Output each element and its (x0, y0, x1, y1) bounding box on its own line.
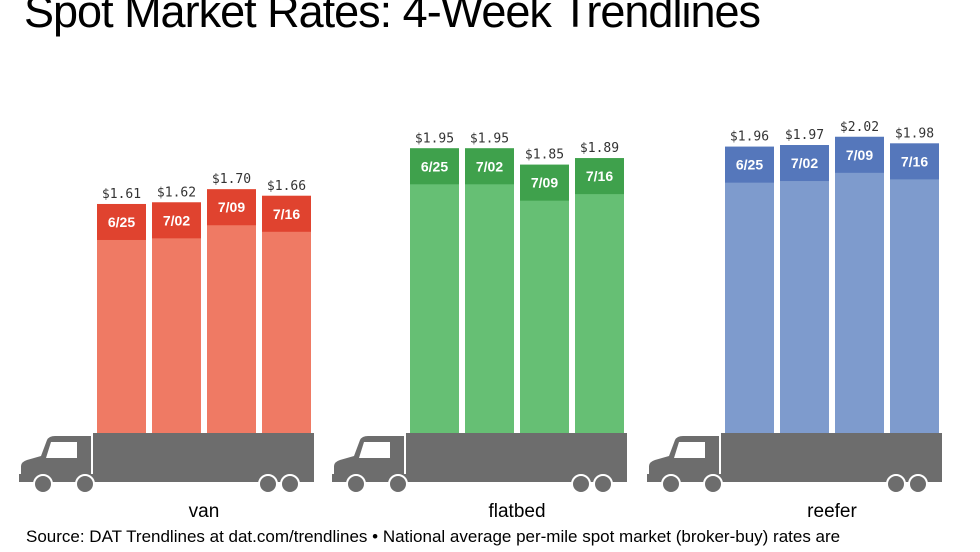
flatbed-bar-4 (575, 158, 624, 434)
source-note: Source: DAT Trendlines at dat.com/trendl… (26, 527, 841, 546)
reefer-truck-trailer (721, 433, 942, 480)
flatbed-truck-wheel-4 (593, 474, 613, 494)
reefer-truck-wheel-3 (886, 474, 906, 494)
van-value-label-2: $1.62 (157, 185, 196, 200)
van-value-label-3: $1.70 (212, 172, 251, 187)
flatbed-date-label-2: 7/02 (476, 158, 503, 174)
reefer-value-label-2: $1.97 (785, 128, 824, 143)
van-truck-window (46, 442, 77, 458)
reefer-truck-wheel-1 (661, 474, 681, 494)
van-bar-3 (207, 189, 256, 433)
flatbed-value-label-1: $1.95 (415, 131, 454, 146)
van-group-label: van (189, 501, 220, 522)
reefer-bar-2 (780, 145, 829, 434)
reefer-truck-window (674, 442, 705, 458)
flatbed-date-label-3: 7/09 (531, 175, 558, 191)
van-value-label-4: $1.66 (267, 179, 306, 194)
reefer-bar-cap-4 (890, 143, 939, 180)
flatbed-bar-cap-3 (520, 164, 569, 201)
flatbed-truck-wheel-2 (388, 474, 408, 494)
flatbed-bar-2 (465, 148, 514, 434)
flatbed-bar-3 (520, 164, 569, 434)
reefer-truck-wheel-4 (908, 474, 928, 494)
flatbed-truck-wheel-1 (346, 474, 366, 494)
flatbed-bar-cap-1 (410, 148, 459, 185)
flatbed-truck-trailer (406, 433, 627, 480)
chart-title: Spot Market Rates: 4-Week Trendlines (24, 0, 761, 37)
reefer-date-label-1: 6/25 (736, 157, 763, 173)
van-bar-2 (152, 202, 201, 433)
reefer-value-label-3: $2.02 (840, 120, 879, 135)
reefer-value-label-1: $1.96 (730, 130, 769, 145)
flatbed-group-label: flatbed (488, 501, 545, 522)
reefer-bar-cap-3 (835, 136, 884, 173)
flatbed-value-label-4: $1.89 (580, 141, 619, 156)
van-bar-cap-2 (152, 202, 201, 239)
reefer-truck-chassis (647, 474, 942, 482)
reefer-date-label-2: 7/02 (791, 155, 818, 171)
van-truck-wheel-1 (33, 474, 53, 494)
flatbed-truck-window (359, 442, 390, 458)
flatbed-value-label-3: $1.85 (525, 148, 564, 163)
flatbed-bar-cap-2 (465, 148, 514, 185)
van-date-label-4: 7/16 (273, 206, 300, 222)
flatbed-truck-chassis (332, 474, 627, 482)
van-bar-cap-3 (207, 189, 256, 226)
van-date-label-2: 7/02 (163, 212, 190, 228)
reefer-truck-wheel-2 (703, 474, 723, 494)
van-truck-wheel-4 (280, 474, 300, 494)
flatbed-value-label-2: $1.95 (470, 131, 509, 146)
reefer-group-label: reefer (807, 501, 857, 522)
flatbed-date-label-4: 7/16 (586, 168, 613, 184)
van-date-label-3: 7/09 (218, 199, 245, 215)
reefer-bar-4 (890, 143, 939, 433)
van-bar-cap-4 (262, 195, 311, 232)
van-date-label-1: 6/25 (108, 214, 135, 230)
van-truck-wheel-3 (258, 474, 278, 494)
flatbed-date-label-1: 6/25 (421, 158, 448, 174)
van-value-label-1: $1.61 (102, 187, 141, 202)
reefer-bar-cap-1 (725, 146, 774, 183)
reefer-bar-3 (835, 136, 884, 433)
van-bar-1 (97, 203, 146, 433)
van-truck-chassis (19, 474, 314, 482)
reefer-date-label-4: 7/16 (901, 153, 928, 169)
reefer-bar-cap-2 (780, 145, 829, 182)
reefer-bar-1 (725, 146, 774, 434)
van-truck-wheel-2 (75, 474, 95, 494)
van-truck-trailer (93, 433, 314, 480)
reefer-date-label-3: 7/09 (846, 147, 873, 163)
flatbed-truck-wheel-3 (571, 474, 591, 494)
flatbed-bar-cap-4 (575, 158, 624, 195)
reefer-value-label-4: $1.98 (895, 126, 934, 141)
flatbed-bar-1 (410, 148, 459, 434)
van-bar-4 (262, 195, 311, 433)
van-bar-cap-1 (97, 203, 146, 240)
